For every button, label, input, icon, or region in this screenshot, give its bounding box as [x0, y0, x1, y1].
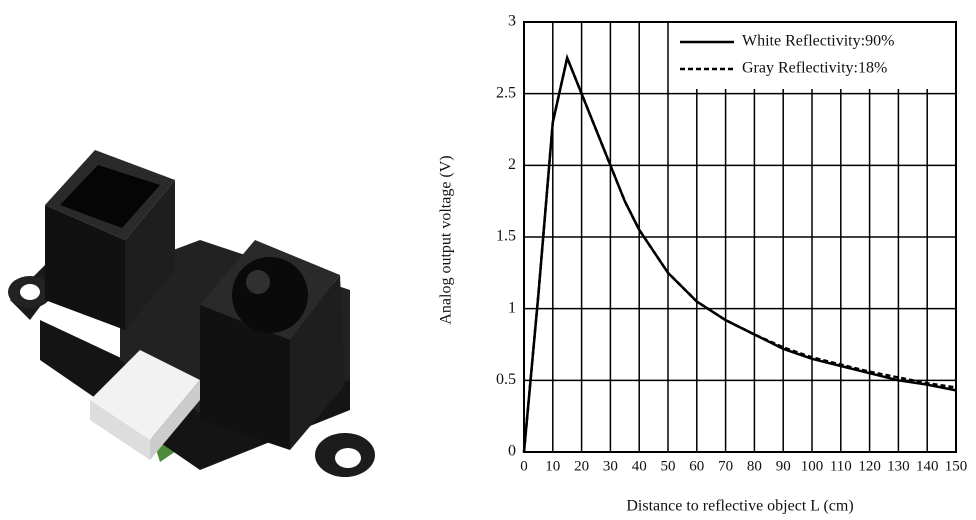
y-tick-label: 2 — [508, 156, 516, 173]
sensor-photo — [8, 150, 375, 477]
data-line — [522, 53, 957, 453]
y-tick-label: 1.5 — [496, 228, 516, 245]
y-tick-label: 2.5 — [496, 84, 516, 101]
x-tick-label: 10 — [545, 458, 560, 474]
x-tick-label: 80 — [747, 458, 762, 474]
x-tick-label: 30 — [603, 458, 618, 474]
x-tick-label: 90 — [776, 458, 791, 474]
y-tick-label: 1 — [508, 299, 516, 316]
x-tick-label: 130 — [887, 458, 910, 474]
data-line — [522, 53, 957, 453]
plot-frame — [523, 21, 957, 453]
x-tick-label: 140 — [916, 458, 939, 474]
x-tick-label: 50 — [661, 458, 676, 474]
y-tick-label: 0 — [508, 443, 516, 460]
legend-label: White Reflectivity:90% — [742, 33, 894, 50]
x-tick-label: 150 — [945, 458, 968, 474]
x-tick-label: 60 — [689, 458, 704, 474]
x-tick-label: 100 — [801, 458, 824, 474]
x-axis-label: Distance to reflective object L (cm) — [626, 498, 853, 515]
y-tick-label: 0.5 — [496, 371, 516, 388]
y-axis-label: Analog output voltage (V) — [438, 155, 455, 324]
x-tick-label: 110 — [830, 458, 852, 474]
x-tick-label: 0 — [520, 458, 528, 474]
x-tick-label: 120 — [858, 458, 881, 474]
x-tick-label: 20 — [574, 458, 589, 474]
x-tick-label: 40 — [632, 458, 647, 474]
legend-label: Gray Reflectivity:18% — [742, 60, 887, 77]
y-tick-label: 3 — [508, 13, 516, 30]
x-tick-label: 70 — [718, 458, 733, 474]
legend-box — [672, 23, 955, 89]
